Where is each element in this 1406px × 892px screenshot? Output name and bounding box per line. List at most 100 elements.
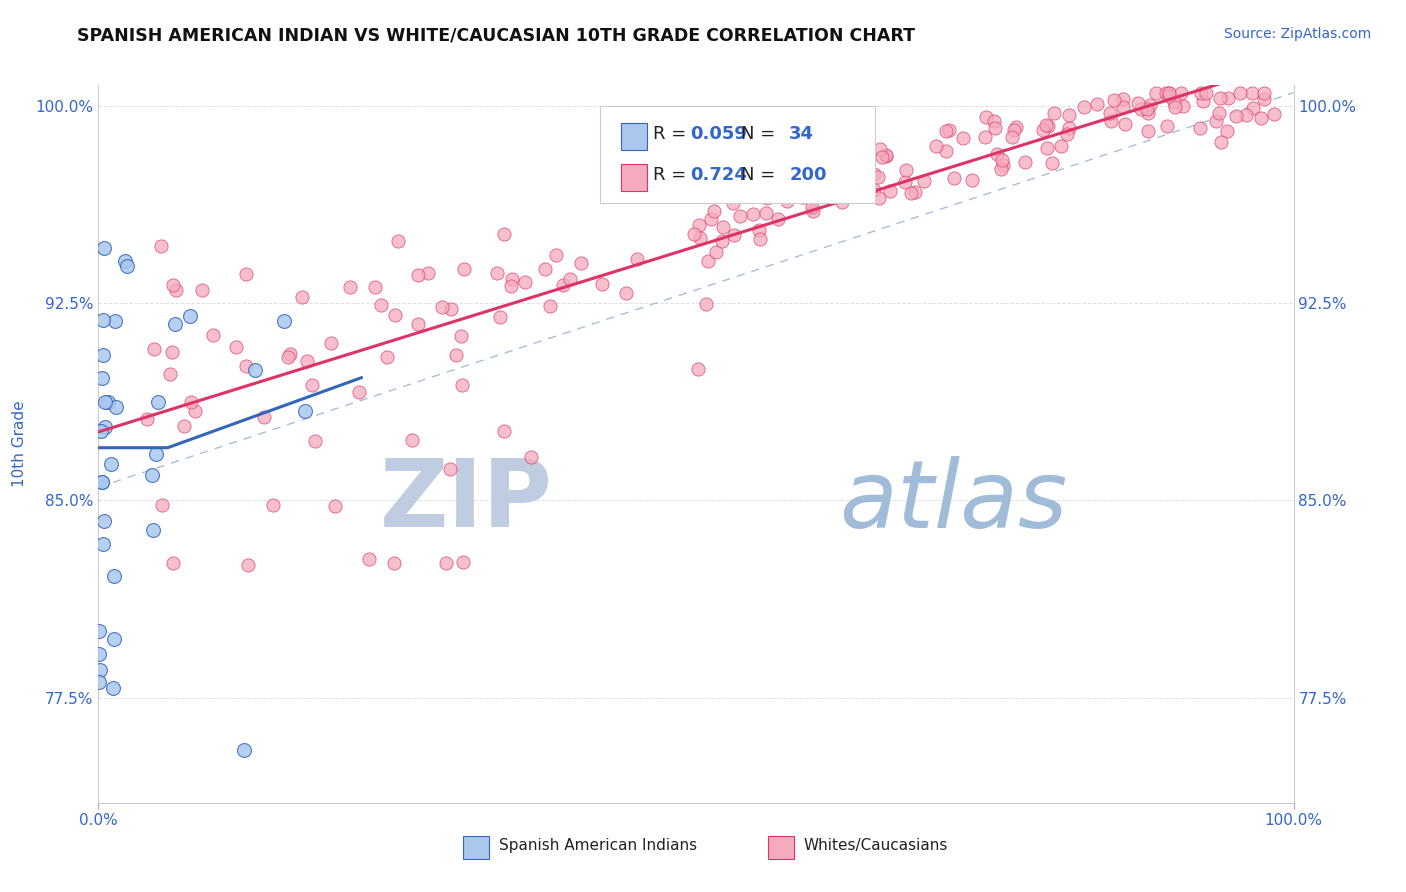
Point [89,648,111,662]
Point [277,350,299,364]
Point [912,173,935,187]
Point [406,268,429,282]
Point [1173,99,1195,113]
Point [499,279,522,293]
Point [1001,130,1024,145]
Point [165,317,187,331]
Point [357,552,380,566]
Point [89,674,111,689]
Point [1005,120,1028,134]
Text: Source: ZipAtlas.com: Source: ZipAtlas.com [1223,27,1371,41]
Point [711,219,734,234]
Point [1036,119,1059,133]
Point [513,276,536,290]
Point [1032,123,1054,137]
Point [162,556,184,570]
Point [614,286,637,301]
Point [160,345,183,359]
Text: N =: N = [741,167,776,185]
Point [558,272,581,286]
Point [93,241,115,255]
Point [1102,94,1125,108]
Point [792,190,814,204]
Text: atlas: atlas [839,456,1067,547]
Point [339,280,361,294]
Point [93,537,115,551]
Point [1136,102,1159,116]
Point [375,350,398,364]
Point [793,179,815,194]
Point [145,447,167,461]
Point [150,499,173,513]
Point [233,743,256,757]
Point [162,278,184,293]
Point [779,166,801,180]
Point [808,129,831,144]
Point [756,191,779,205]
Point [104,313,127,327]
Point [776,182,799,196]
Point [1112,93,1135,107]
Point [991,153,1014,167]
Point [935,144,957,158]
Point [703,204,725,219]
Point [93,514,115,528]
Point [347,385,370,400]
Point [728,174,751,188]
Point [868,169,890,184]
Point [711,235,734,249]
Point [173,418,195,433]
Point [1128,96,1150,111]
Point [323,499,346,513]
Point [1136,105,1159,120]
Text: R =: R = [652,125,692,143]
Point [952,131,974,145]
Point [1189,86,1212,100]
Text: 0.059: 0.059 [690,125,747,143]
Point [986,147,1008,161]
FancyBboxPatch shape [600,106,875,203]
Point [117,259,139,273]
Point [1208,106,1230,120]
Point [159,368,181,382]
Point [451,377,474,392]
Text: SPANISH AMERICAN INDIAN VS WHITE/CAUCASIAN 10TH GRADE CORRELATION CHART: SPANISH AMERICAN INDIAN VS WHITE/CAUCASI… [77,27,915,45]
Point [925,139,948,153]
Point [1225,109,1247,123]
Point [855,156,877,170]
Point [894,175,917,189]
Point [551,277,574,292]
Point [1253,92,1275,106]
Point [818,168,841,182]
Point [1139,98,1161,112]
Point [191,283,214,297]
Point [801,204,824,219]
Point [1195,86,1218,100]
Point [856,138,879,153]
Point [870,150,893,164]
FancyBboxPatch shape [620,164,647,191]
Point [1112,100,1135,114]
Point [990,162,1012,177]
Point [801,201,824,215]
Point [201,328,224,343]
Point [179,310,201,324]
Point [136,412,159,426]
Point [755,206,778,220]
Point [818,188,841,202]
Point [626,252,648,266]
Point [453,261,475,276]
Point [974,129,997,144]
Point [875,148,897,162]
Point [1164,100,1187,114]
Point [1234,107,1257,121]
Point [863,167,886,181]
Point [278,347,301,361]
Point [700,211,723,226]
Point [538,299,561,313]
Point [728,210,751,224]
Point [1043,106,1066,120]
Point [1056,127,1078,141]
Point [141,468,163,483]
Text: Spanish American Indians: Spanish American Indians [499,838,697,854]
